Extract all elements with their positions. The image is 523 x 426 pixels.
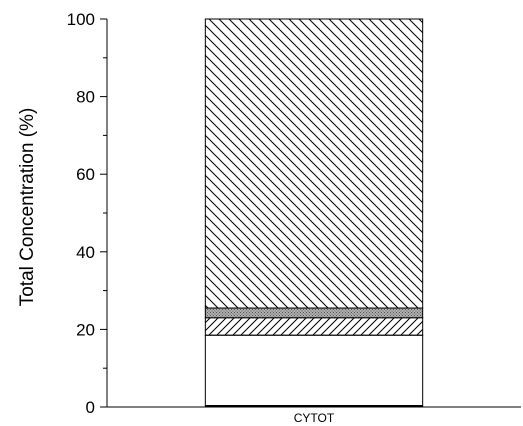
y-tick-label: 0 (86, 398, 95, 417)
bar-segment-3 (204, 307, 424, 319)
y-tick-label: 100 (67, 10, 95, 29)
x-axis: CYTOT (294, 411, 335, 425)
y-tick-label: 80 (76, 88, 95, 107)
bar-stack (204, 18, 424, 408)
x-tick-label: CYTOT (294, 411, 335, 425)
y-axis-title: Total Concentration (%) (17, 108, 38, 307)
y-tick-label: 40 (76, 243, 95, 262)
bar-segment-1 (204, 334, 424, 408)
bar-segment-2 (204, 317, 424, 336)
bar-segment-4 (204, 18, 424, 309)
y-axis: 0 20 40 60 80 100 (67, 10, 108, 417)
y-tick-label: 60 (76, 165, 95, 184)
y-tick-label: 20 (76, 320, 95, 339)
